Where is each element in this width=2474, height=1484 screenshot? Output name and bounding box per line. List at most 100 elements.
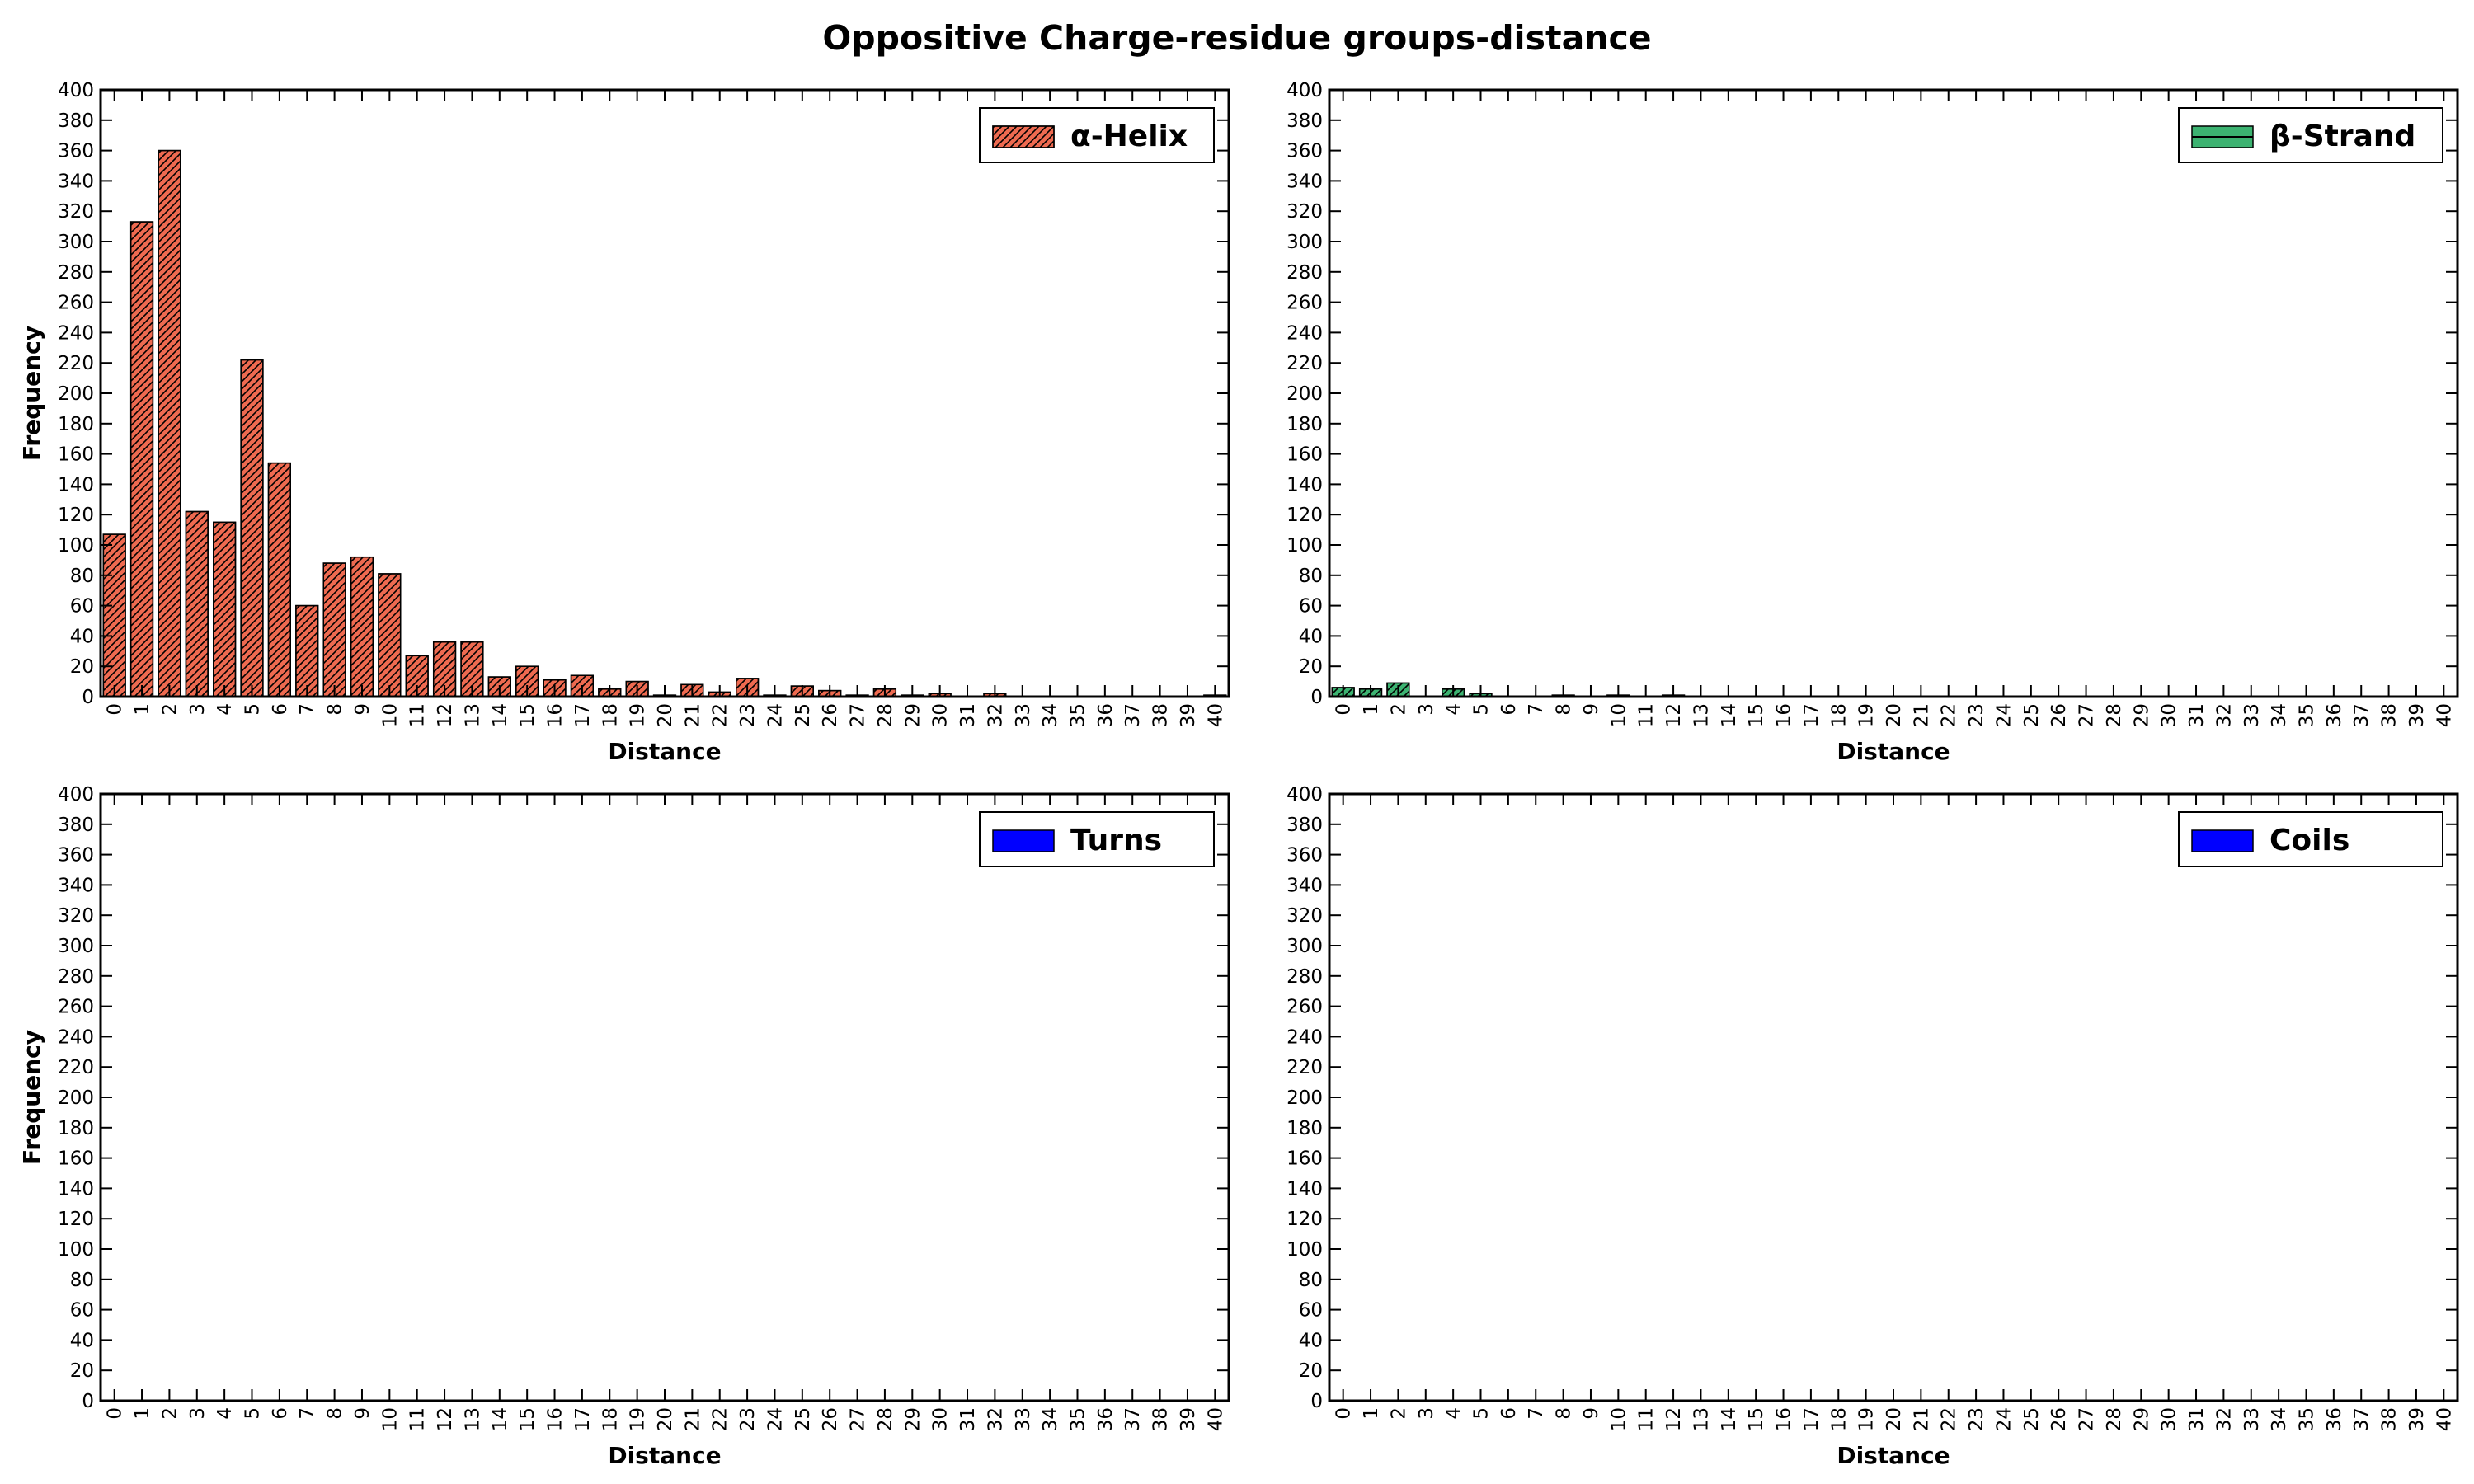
- x-tick-label: 12: [435, 1407, 456, 1431]
- chart-panel-1: 0204060801001201401601802002202402602803…: [18, 80, 1230, 765]
- y-tick-label: 100: [58, 1239, 94, 1261]
- x-tick-label: 15: [1746, 703, 1767, 727]
- chart-panel-3: 0204060801001201401601802002202402602803…: [18, 784, 1230, 1469]
- x-tick-label: 32: [985, 1407, 1006, 1431]
- plot-frame: [99, 792, 1230, 1402]
- x-tick-label: 29: [902, 1407, 924, 1431]
- x-axis-label: Distance: [608, 738, 721, 765]
- figure-title: Oppositive Charge-residue groups-distanc…: [822, 18, 1652, 58]
- x-tick-label: 18: [1828, 1407, 1850, 1431]
- x-tick-label: 19: [1856, 703, 1878, 727]
- x-tick-label: 9: [352, 1407, 374, 1420]
- x-tick-label: 24: [764, 703, 786, 727]
- y-tick-label: 260: [58, 293, 94, 314]
- x-tick-label: 38: [1150, 1407, 1172, 1431]
- x-tick-label: 20: [1884, 1407, 1905, 1431]
- x-tick-label: 2: [159, 1407, 181, 1420]
- legend-swatch: [2191, 829, 2254, 852]
- x-tick-label: 38: [1150, 703, 1172, 727]
- y-tick-label: 100: [1286, 535, 1323, 556]
- y-tick-label: 120: [1286, 505, 1323, 526]
- y-tick-label: 0: [1310, 687, 1323, 708]
- x-tick-label: 31: [2186, 703, 2208, 727]
- bar-hatch: [267, 462, 291, 697]
- x-tick-label: 12: [435, 703, 456, 727]
- x-tick-label: 29: [2131, 703, 2152, 727]
- x-tick-label: 1: [132, 1407, 153, 1420]
- y-tick-label: 320: [1286, 201, 1323, 223]
- y-tick-label: 220: [58, 353, 94, 374]
- x-tick-label: 10: [1608, 1407, 1630, 1431]
- y-tick-label: 280: [1286, 262, 1323, 284]
- y-tick-label: 300: [1286, 936, 1323, 957]
- x-tick-label: 23: [737, 1407, 759, 1431]
- y-tick-label: 280: [1286, 966, 1323, 988]
- y-tick-label: 160: [1286, 444, 1323, 466]
- chart-panel-2: 0204060801001201401601802002202402602803…: [18, 80, 2459, 765]
- x-tick-label: 28: [2104, 703, 2125, 727]
- x-tick-label: 15: [517, 1407, 539, 1431]
- x-tick-label: 3: [1416, 703, 1437, 716]
- legend: Turns: [979, 811, 1215, 867]
- y-tick-label: 400: [1286, 80, 1323, 101]
- x-tick-label: 0: [105, 1407, 126, 1420]
- x-tick-label: 32: [985, 703, 1006, 727]
- x-tick-label: 12: [1663, 703, 1685, 727]
- bar-hatch: [378, 573, 402, 697]
- y-tick-label: 80: [1299, 566, 1323, 587]
- x-tick-label: 33: [1013, 703, 1034, 727]
- x-tick-label: 25: [793, 703, 814, 727]
- y-tick-label: 300: [58, 232, 94, 253]
- x-tick-label: 14: [490, 1407, 511, 1431]
- x-tick-label: 39: [2406, 703, 2428, 727]
- x-tick-label: 37: [2351, 703, 2373, 727]
- y-tick-label: 240: [58, 322, 94, 344]
- x-tick-label: 24: [1993, 1407, 2015, 1431]
- x-tick-label: 18: [1828, 703, 1850, 727]
- y-tick-label: 80: [70, 1270, 94, 1291]
- x-tick-label: 24: [764, 1407, 786, 1431]
- x-tick-label: 11: [1636, 1407, 1658, 1431]
- x-tick-label: 20: [655, 1407, 676, 1431]
- x-tick-label: 16: [1774, 1407, 1795, 1431]
- legend: β-Strand: [2178, 107, 2443, 163]
- y-axis-label: Frequency: [18, 1030, 45, 1165]
- y-tick-label: 160: [58, 1148, 94, 1170]
- x-tick-label: 37: [1122, 703, 1144, 727]
- x-tick-label: 28: [875, 1407, 896, 1431]
- x-tick-label: 8: [1554, 703, 1575, 716]
- y-tick-label: 220: [1286, 1057, 1323, 1078]
- x-tick-label: 27: [2077, 1407, 2098, 1431]
- y-tick-label: 240: [58, 1026, 94, 1048]
- x-tick-label: 3: [1416, 1407, 1437, 1420]
- y-tick-label: 320: [58, 201, 94, 223]
- x-tick-label: 33: [1013, 1407, 1034, 1431]
- x-tick-label: 23: [1966, 1407, 1987, 1431]
- y-tick-label: 360: [1286, 845, 1323, 866]
- x-tick-label: 21: [1911, 703, 1932, 727]
- x-axis-label: Distance: [608, 1442, 721, 1469]
- y-tick-label: 20: [1299, 1360, 1323, 1382]
- y-tick-label: 240: [1286, 1026, 1323, 1048]
- x-tick-label: 2: [1388, 1407, 1409, 1420]
- x-tick-label: 11: [407, 703, 429, 727]
- x-tick-label: 37: [1122, 1407, 1144, 1431]
- legend-label: Turns: [1070, 824, 1162, 857]
- y-tick-label: 380: [58, 815, 94, 836]
- x-tick-label: 4: [214, 703, 236, 716]
- x-tick-label: 29: [2131, 1407, 2152, 1431]
- x-tick-label: 2: [159, 703, 181, 716]
- y-tick-label: 280: [58, 262, 94, 284]
- x-tick-label: 19: [1856, 1407, 1878, 1431]
- y-tick-label: 40: [70, 1330, 94, 1351]
- bars: [102, 149, 1227, 697]
- x-tick-label: 7: [297, 703, 318, 716]
- x-tick-label: 25: [793, 1407, 814, 1431]
- legend-swatch-hatch: [992, 125, 1055, 148]
- y-tick-label: 320: [58, 905, 94, 927]
- y-tick-label: 340: [1286, 875, 1323, 896]
- plot-frame: [1328, 88, 2459, 698]
- x-tick-label: 17: [1801, 1407, 1823, 1431]
